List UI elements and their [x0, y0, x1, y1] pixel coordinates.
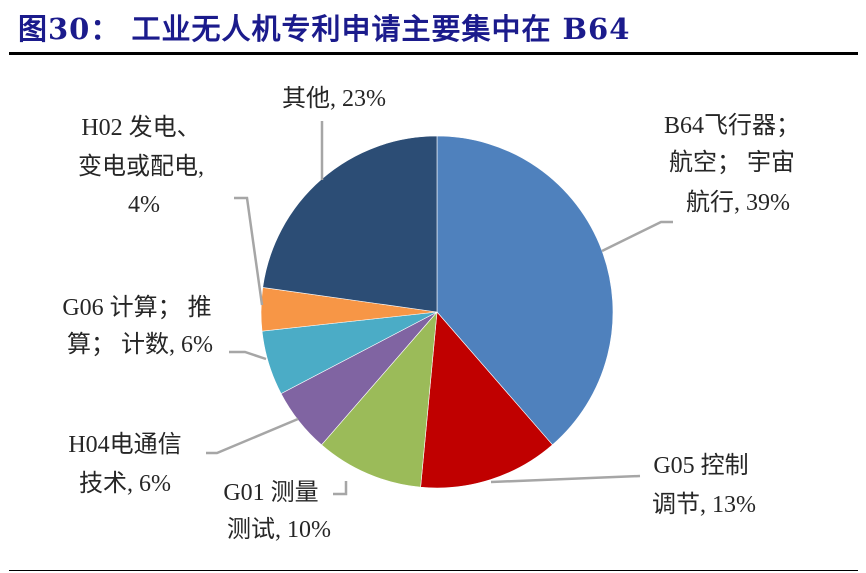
leader-lines: [206, 121, 673, 496]
label-b64: B64飞行器； 航空； 宇宙 航行, 39%: [664, 112, 806, 216]
label-h02: H02 发电、 变电或配电, 4%: [78, 114, 210, 218]
bottom-rule: [9, 570, 858, 571]
label-g05: G05 控制 调节, 13%: [652, 452, 756, 518]
pie-slice: [262, 135, 438, 313]
leader-g06: [229, 350, 267, 361]
leader-g05: [490, 474, 641, 484]
pie-slice: [321, 311, 438, 488]
label-g01: G01 测量 测试, 10%: [223, 479, 331, 543]
label-other: 其他, 23%: [282, 85, 386, 112]
leader-g01: [333, 481, 348, 496]
label-h04: H04电通信 技术, 6%: [68, 431, 187, 497]
pie-slices: [260, 135, 614, 489]
pie-slice: [420, 311, 553, 489]
leader-b64: [601, 220, 673, 253]
figure-title: 图30： 工业无人机专利申请主要集中在 B64: [18, 12, 631, 46]
leader-h02: [234, 196, 264, 306]
title-rule: [9, 52, 858, 55]
leader-h04: [206, 417, 299, 455]
slice-labels: B64飞行器； 航空； 宇宙 航行, 39% G05 控制 调节, 13% G0…: [62, 85, 806, 543]
label-g06: G06 计算； 推 算； 计数, 6%: [62, 294, 217, 358]
